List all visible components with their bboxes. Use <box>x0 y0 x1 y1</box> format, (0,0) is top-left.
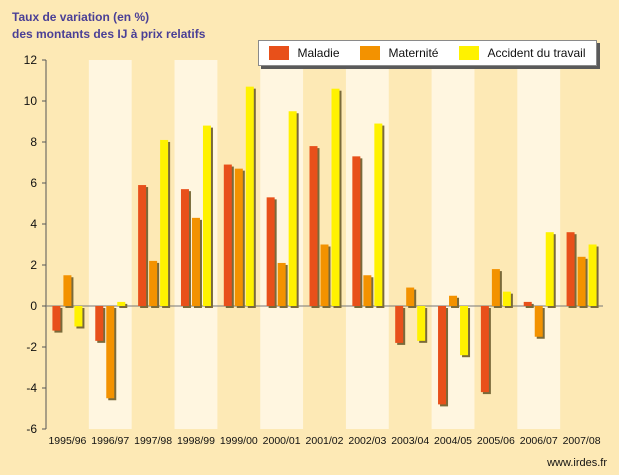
bar-maladie <box>480 306 489 393</box>
bar-maladie <box>395 306 404 343</box>
bar-accident <box>288 111 297 306</box>
bar-accident <box>245 86 254 307</box>
legend: Maladie Maternité Accident du travail <box>258 40 597 66</box>
y-tick-label: 10 <box>24 94 38 108</box>
bar-accident <box>502 291 511 306</box>
legend-swatch-accident <box>459 46 480 60</box>
y-tick-label: -4 <box>26 381 37 395</box>
x-tick-label: 2007/08 <box>563 435 601 447</box>
x-tick-label: 1999/00 <box>220 435 258 447</box>
bar-maternite <box>577 256 586 306</box>
legend-item-maternite: Maternité <box>360 46 438 60</box>
bar-maternite <box>449 295 458 306</box>
bar-maladie <box>180 189 189 306</box>
chart-title-line-1: Taux de variation (en %) <box>12 10 150 24</box>
bar-maternite <box>363 275 372 306</box>
bar-maternite <box>191 217 200 306</box>
bar-accident <box>331 88 340 306</box>
bar-accident <box>460 306 469 356</box>
bar-maternite <box>491 269 500 306</box>
y-tick-label: -6 <box>26 422 37 436</box>
bar-maladie <box>566 232 575 306</box>
legend-label-maternite: Maternité <box>388 46 439 60</box>
bar-maladie <box>309 146 318 306</box>
bar-accident <box>417 306 426 341</box>
x-tick-label: 2005/06 <box>477 435 515 447</box>
bar-maternite <box>277 262 286 306</box>
legend-swatch-maladie <box>269 46 290 60</box>
y-tick-label: 0 <box>30 299 37 313</box>
bar-maladie <box>352 156 361 306</box>
x-axis: 1995/96 1996/97 1997/98 1998/99 1999/00 2000/… <box>48 435 600 447</box>
legend-label-maladie: Maladie <box>297 46 340 60</box>
y-tick-label: 6 <box>30 176 37 190</box>
x-tick-label: 1998/99 <box>177 435 215 447</box>
bar-maladie <box>438 306 447 405</box>
bar-accident <box>117 301 126 306</box>
y-tick-label: 2 <box>30 258 37 272</box>
legend-item-maladie: Maladie <box>269 46 340 60</box>
bar-maternite <box>106 306 115 399</box>
x-tick-label: 1995/96 <box>48 435 86 447</box>
bar-maladie <box>52 306 61 331</box>
bar-maladie <box>523 301 532 306</box>
bar-maternite <box>63 275 72 306</box>
bar-maternite <box>320 244 329 306</box>
bar-maternite <box>534 306 543 337</box>
y-tick-label: 4 <box>30 217 37 231</box>
legend-item-accident: Accident du travail <box>459 46 586 60</box>
y-tick-label: 8 <box>30 135 37 149</box>
bar-maternite <box>149 260 158 306</box>
bar-maternite <box>234 168 243 306</box>
bar-maladie <box>266 197 275 306</box>
chart-title: Taux de variation (en %) des montants de… <box>12 9 205 43</box>
legend-swatch-maternite <box>360 46 381 60</box>
bar-maladie <box>138 185 147 306</box>
x-tick-label: 2002/03 <box>348 435 386 447</box>
bar-maladie <box>95 306 104 341</box>
bar-maladie <box>223 164 232 306</box>
x-tick-label: 1997/98 <box>134 435 172 447</box>
bar-accident <box>202 125 211 306</box>
x-tick-label: 2000/01 <box>263 435 301 447</box>
chart-title-line-2: des montants des IJ à prix relatifs <box>12 27 206 41</box>
bar-accident <box>74 306 83 327</box>
bars <box>52 86 599 407</box>
y-tick-label: 12 <box>24 53 38 67</box>
x-tick-label: 2001/02 <box>306 435 344 447</box>
x-tick-label: 2003/04 <box>391 435 429 447</box>
bar-maternite <box>406 287 415 306</box>
source-credit: www.irdes.fr <box>547 457 607 469</box>
x-tick-label: 1996/97 <box>91 435 129 447</box>
y-tick-label: -2 <box>26 340 37 354</box>
legend-label-accident: Accident du travail <box>487 46 586 60</box>
bar-accident <box>160 139 169 306</box>
bar-accident <box>545 232 554 306</box>
bar-accident <box>588 244 597 306</box>
bar-accident <box>374 123 383 306</box>
x-tick-label: 2004/05 <box>434 435 472 447</box>
x-tick-label: 2006/07 <box>520 435 558 447</box>
